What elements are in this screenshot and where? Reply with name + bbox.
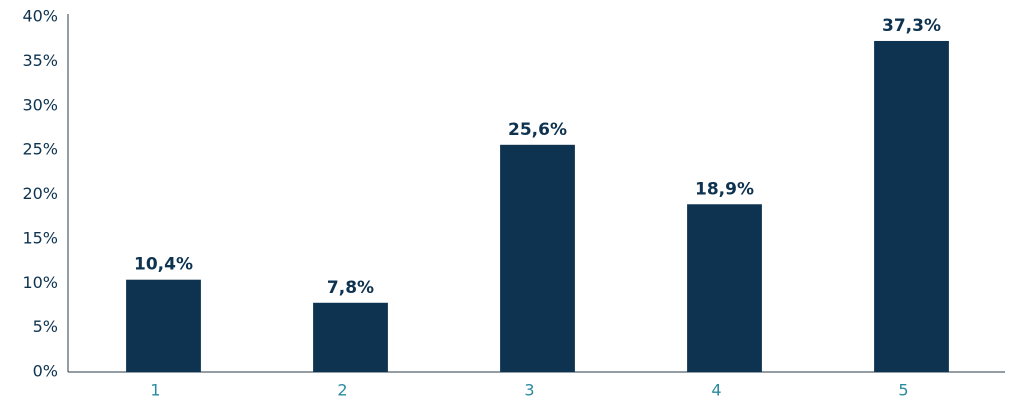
value-label: 18,9% xyxy=(695,179,754,199)
y-tick-label: 10% xyxy=(22,273,58,292)
x-tick-label: 2 xyxy=(337,381,347,400)
y-tick-label: 15% xyxy=(22,228,58,247)
bar xyxy=(313,302,388,372)
value-label: 7,8% xyxy=(327,278,374,298)
y-tick-label: 25% xyxy=(22,140,58,159)
y-tick-label: 40% xyxy=(22,7,58,26)
value-label: 25,6% xyxy=(508,120,567,140)
x-tick-label: 1 xyxy=(150,381,160,400)
bar xyxy=(500,144,575,372)
y-tick-label: 30% xyxy=(22,95,58,114)
x-tick-label: 3 xyxy=(524,381,534,400)
x-tick-label: 5 xyxy=(898,381,908,400)
y-tick-label: 20% xyxy=(22,184,58,203)
y-tick-label: 5% xyxy=(33,317,58,336)
bar xyxy=(874,40,949,373)
bar xyxy=(687,204,762,372)
value-label: 10,4% xyxy=(134,255,193,275)
x-tick-label: 4 xyxy=(711,381,721,400)
y-tick-label: 0% xyxy=(33,362,58,381)
bar xyxy=(126,279,201,372)
value-label: 37,3% xyxy=(882,16,941,36)
y-tick-label: 35% xyxy=(22,51,58,70)
